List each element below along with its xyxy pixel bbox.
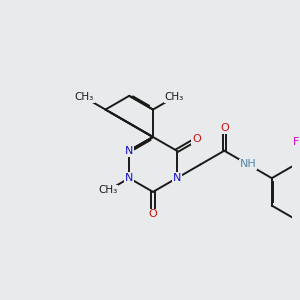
Text: O: O xyxy=(148,209,158,219)
Text: N: N xyxy=(125,146,134,156)
Text: CH₃: CH₃ xyxy=(98,185,118,195)
Text: O: O xyxy=(192,134,201,145)
Text: F: F xyxy=(292,137,299,147)
Text: N: N xyxy=(125,173,134,183)
Text: O: O xyxy=(220,123,229,133)
Text: CH₃: CH₃ xyxy=(165,92,184,102)
Text: NH: NH xyxy=(240,159,256,170)
Text: N: N xyxy=(172,173,181,183)
Text: CH₃: CH₃ xyxy=(75,92,94,102)
